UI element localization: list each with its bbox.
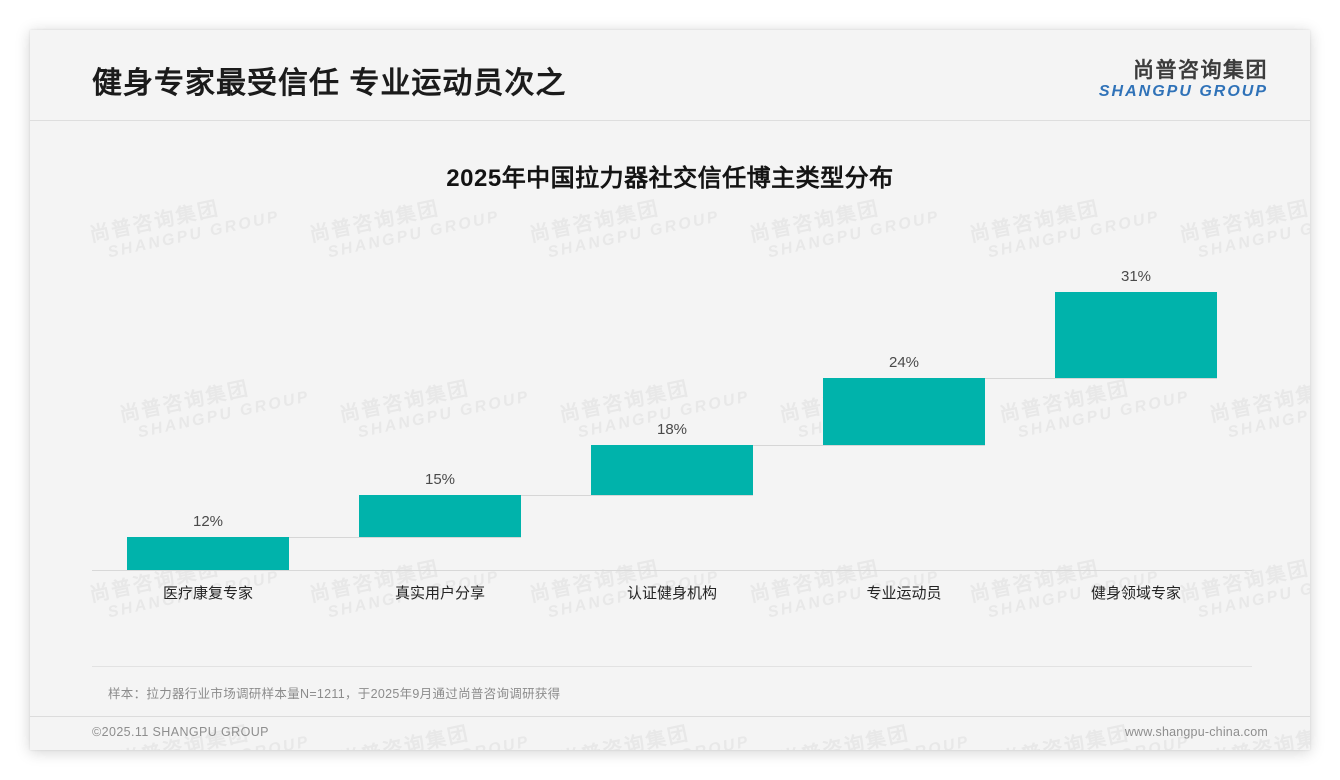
category-label-4: 专业运动员 xyxy=(866,585,942,602)
slide-canvas: 尚普咨询集团 SHANGPU GROUP 尚普咨询集团 SHANGPU GROUP 尚普… xyxy=(30,30,1310,750)
brand-logo: 尚普咨询集团 SHANGPU GROUP xyxy=(1098,59,1268,101)
chart-title: 2025年中国拉力器社交信任博主类型分布 xyxy=(446,165,894,192)
page-title: 健身专家最受信任 专业运动员次之 xyxy=(92,67,567,100)
logo-english-text: SHANGPU GROUP xyxy=(1098,83,1268,101)
bar-1[interactable] xyxy=(127,536,289,570)
copyright-text: ©2025.11 SHANGPU GROUP xyxy=(92,725,269,739)
bar-2[interactable] xyxy=(359,494,521,537)
logo-chinese-text: 尚普咨询集团 xyxy=(1133,59,1268,82)
bar-value-label: 15% xyxy=(424,470,456,488)
bar-value-label: 24% xyxy=(888,354,920,372)
category-label-3: 认证健身机构 xyxy=(626,585,717,602)
bar-value-label: 12% xyxy=(192,512,224,530)
bar-3[interactable] xyxy=(591,444,753,495)
bar-value-label: 18% xyxy=(656,420,688,438)
footnote-text: 样本：拉力器行业市场调研样本量N=1211，于2025年9月通过尚普咨询调研获得 xyxy=(108,687,561,701)
category-label-2: 真实用户分享 xyxy=(394,585,485,602)
slide-header: 健身专家最受信任 专业运动员次之 尚普咨询集团 SHANGPU GROUP xyxy=(30,30,1310,122)
slide-footer: ©2025.11 SHANGPU GROUP www.shangpu-china… xyxy=(30,717,1310,750)
waterfall-connector xyxy=(591,444,985,446)
waterfall-connector xyxy=(823,378,1217,380)
footer-divider xyxy=(30,716,1310,717)
header-divider xyxy=(30,120,1310,121)
waterfall-connector xyxy=(359,494,753,496)
footnote-divider xyxy=(92,666,1252,667)
waterfall-connector xyxy=(127,536,521,538)
category-label-1: 医疗康复专家 xyxy=(162,585,253,602)
bar-5[interactable] xyxy=(1055,292,1217,379)
website-link[interactable]: www.shangpu-china.com xyxy=(1124,725,1268,739)
bar-4[interactable] xyxy=(823,378,985,445)
waterfall-chart-plot: 12% 15% 18% 24% 31% xyxy=(92,240,1252,575)
category-label-5: 健身领域专家 xyxy=(1090,585,1181,602)
bar-value-label: 31% xyxy=(1120,268,1152,285)
chart-axis-line xyxy=(92,570,1252,571)
